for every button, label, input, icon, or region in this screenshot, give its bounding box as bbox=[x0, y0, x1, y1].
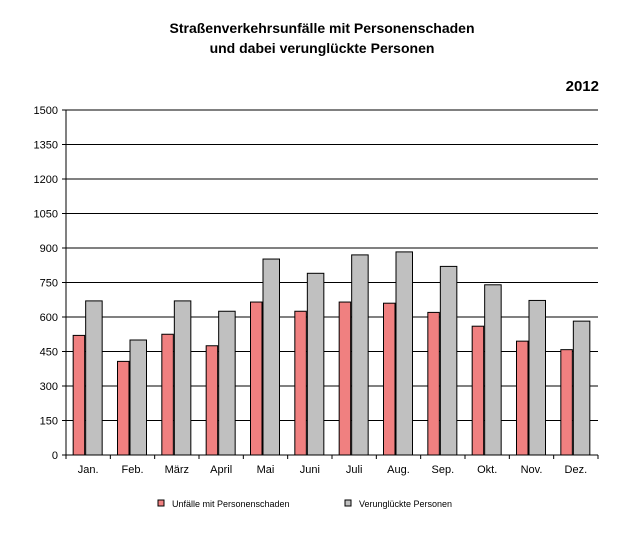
bar-verunglueckte bbox=[395, 251, 413, 456]
bar-verunglueckte bbox=[439, 265, 458, 456]
x-tick-label: März bbox=[165, 464, 189, 476]
bar-unfaelle bbox=[161, 333, 174, 456]
legend-swatch bbox=[344, 499, 352, 507]
y-tick-label: 600 bbox=[40, 312, 58, 324]
bar-unfaelle bbox=[471, 325, 485, 456]
legend-label: Unfälle mit Personenschaden bbox=[172, 499, 290, 509]
bar-verunglueckte bbox=[572, 320, 591, 456]
bar-verunglueckte bbox=[85, 300, 103, 456]
x-tick-label: Nov. bbox=[521, 464, 543, 476]
bar-unfaelle bbox=[117, 360, 130, 456]
y-tick-label: 300 bbox=[40, 381, 58, 393]
y-tick-label: 1200 bbox=[34, 174, 58, 186]
legend-label: Verunglückte Personen bbox=[359, 499, 452, 509]
y-tick-label: 1500 bbox=[34, 105, 58, 117]
bar-verunglueckte bbox=[351, 254, 369, 456]
bar-unfaelle bbox=[250, 301, 263, 456]
bar-unfaelle bbox=[205, 345, 219, 456]
bar-verunglueckte bbox=[218, 310, 236, 456]
chart-title: Straßenverkehrsunfälle mit Personenschad… bbox=[169, 20, 475, 36]
bar-unfaelle bbox=[427, 311, 440, 456]
bar-unfaelle bbox=[383, 302, 396, 456]
x-tick-label: Mai bbox=[257, 464, 275, 476]
x-tick-label: Okt. bbox=[477, 464, 497, 476]
bar-verunglueckte bbox=[528, 299, 546, 456]
x-tick-label: April bbox=[210, 464, 232, 476]
y-tick-label: 450 bbox=[40, 347, 58, 359]
bar-unfaelle bbox=[294, 310, 307, 456]
bar-unfaelle bbox=[338, 301, 352, 456]
y-tick-label: 1050 bbox=[34, 209, 58, 221]
x-tick-label: Juni bbox=[300, 464, 320, 476]
x-tick-label: Sep. bbox=[432, 464, 455, 476]
y-tick-label: 0 bbox=[52, 450, 58, 462]
y-tick-label: 150 bbox=[40, 416, 58, 428]
bar-verunglueckte bbox=[306, 272, 325, 456]
bar-verunglueckte bbox=[173, 300, 192, 456]
y-tick-label: 900 bbox=[40, 243, 58, 255]
bar-unfaelle bbox=[72, 334, 86, 456]
x-tick-label: Juli bbox=[346, 464, 363, 476]
year-label: 2012 bbox=[565, 78, 599, 95]
y-tick-label: 1350 bbox=[34, 140, 58, 152]
x-tick-label: Dez. bbox=[565, 464, 588, 476]
y-tick-label: 750 bbox=[40, 278, 58, 290]
legend-swatch bbox=[157, 499, 165, 507]
bar-verunglueckte bbox=[129, 339, 147, 456]
x-tick-label: Feb. bbox=[121, 464, 143, 476]
x-tick-label: Aug. bbox=[387, 464, 410, 476]
bar-verunglueckte bbox=[262, 258, 280, 456]
bar-unfaelle bbox=[560, 349, 573, 456]
chart-subtitle: und dabei verunglückte Personen bbox=[209, 40, 435, 56]
bar-verunglueckte bbox=[484, 284, 502, 456]
bar-unfaelle bbox=[516, 340, 529, 456]
x-tick-label: Jan. bbox=[78, 464, 99, 476]
